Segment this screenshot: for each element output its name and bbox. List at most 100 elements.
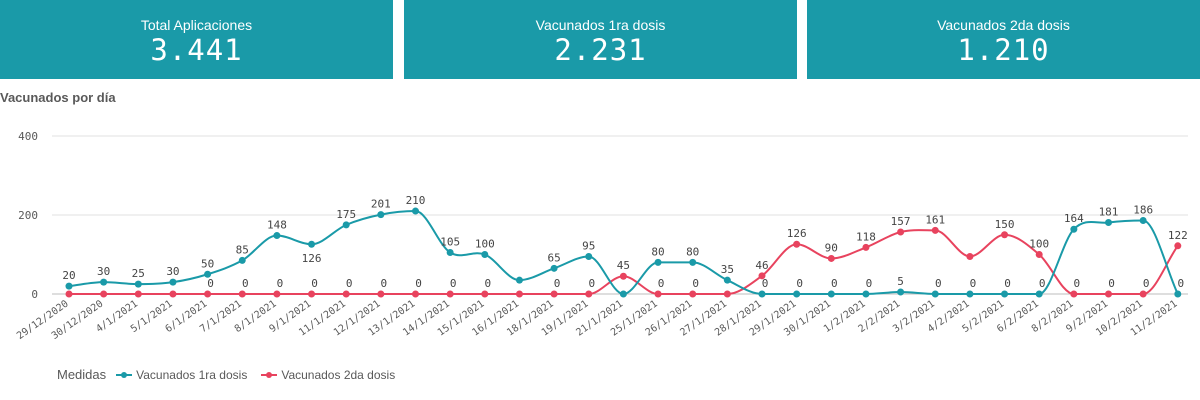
data-point — [204, 270, 212, 278]
data-label: 65 — [547, 251, 560, 264]
data-point — [446, 290, 454, 298]
data-point — [377, 211, 385, 219]
data-point — [966, 290, 974, 298]
data-point — [897, 288, 905, 296]
data-point — [758, 290, 766, 298]
data-point — [1001, 231, 1009, 239]
data-label: 46 — [755, 259, 768, 272]
data-label: 210 — [406, 194, 426, 207]
data-label: 0 — [796, 277, 803, 290]
data-point — [481, 251, 489, 258]
data-point — [308, 240, 316, 248]
legend: Medidas Vacunados 1ra dosis Vacunados 2d… — [57, 367, 409, 382]
data-point — [827, 290, 835, 298]
kpi-card-total: Total Aplicaciones 3.441 — [0, 0, 393, 79]
data-point — [134, 280, 142, 288]
data-point — [1174, 242, 1182, 250]
data-label: 0 — [450, 277, 457, 290]
data-label: 100 — [475, 238, 495, 251]
data-point — [758, 272, 766, 280]
data-point — [515, 276, 523, 284]
data-label: 0 — [207, 277, 214, 290]
data-label: 0 — [1074, 277, 1081, 290]
data-label: 100 — [1029, 238, 1049, 251]
data-label: 0 — [831, 277, 838, 290]
data-label: 126 — [302, 252, 322, 265]
data-label: 122 — [1168, 229, 1188, 242]
data-label: 80 — [651, 245, 664, 258]
y-tick-label: 0 — [31, 288, 38, 301]
data-point — [238, 290, 246, 298]
data-label: 30 — [166, 265, 179, 278]
data-point — [412, 290, 419, 298]
data-point — [1035, 251, 1043, 258]
data-label: 5 — [897, 275, 904, 288]
data-label: 0 — [346, 277, 353, 290]
data-point — [654, 258, 662, 266]
data-label: 0 — [866, 277, 873, 290]
data-point — [723, 276, 731, 284]
data-point — [65, 290, 73, 298]
data-label: 0 — [1143, 277, 1150, 290]
data-label: 0 — [935, 277, 942, 290]
data-point — [585, 252, 593, 260]
data-label: 0 — [658, 277, 665, 290]
data-point — [134, 290, 142, 298]
data-label: 95 — [582, 239, 595, 252]
data-point — [550, 290, 558, 298]
data-label: 0 — [1004, 277, 1011, 290]
data-point — [515, 290, 523, 298]
legend-label: Vacunados 1ra dosis — [136, 367, 248, 382]
data-point — [619, 272, 627, 280]
data-point — [793, 290, 801, 298]
data-label: 164 — [1064, 212, 1084, 225]
data-label: 150 — [995, 218, 1015, 231]
kpi-label: Vacunados 2da dosis — [937, 17, 1070, 33]
y-tick-label: 400 — [18, 130, 38, 143]
kpi-card-first-dose: Vacunados 1ra dosis 2.231 — [404, 0, 797, 79]
data-point — [931, 226, 939, 234]
data-point — [342, 221, 350, 229]
data-label: 201 — [371, 198, 391, 211]
data-point — [931, 290, 939, 298]
y-tick-label: 200 — [18, 209, 38, 222]
data-label: 181 — [1099, 206, 1119, 219]
data-point — [827, 254, 835, 262]
kpi-label: Total Aplicaciones — [140, 17, 253, 33]
data-label: 0 — [970, 277, 977, 290]
data-point — [377, 290, 385, 298]
data-label: 80 — [686, 245, 699, 258]
data-label: 0 — [242, 277, 249, 290]
data-label: 0 — [692, 277, 699, 290]
data-label: 0 — [762, 277, 769, 290]
kpi-card-second-dose: Vacunados 2da dosis 1.210 — [807, 0, 1200, 79]
data-label: 90 — [825, 241, 838, 254]
legend-item-first-dose[interactable]: Vacunados 1ra dosis — [116, 368, 247, 382]
data-label: 35 — [721, 263, 734, 276]
data-point — [481, 290, 489, 298]
legend-item-second-dose[interactable]: Vacunados 2da dosis — [261, 368, 395, 382]
data-label: 157 — [891, 215, 911, 228]
data-label: 118 — [856, 230, 876, 243]
data-point — [169, 290, 177, 298]
data-label: 0 — [277, 277, 284, 290]
data-point — [1139, 217, 1147, 225]
data-label: 30 — [97, 265, 110, 278]
data-point — [1070, 290, 1078, 298]
data-label: 0 — [415, 277, 422, 290]
data-label: 0 — [311, 277, 318, 290]
data-point — [1105, 290, 1112, 298]
data-label: 45 — [617, 259, 630, 272]
data-point — [1070, 225, 1078, 233]
data-point — [1174, 290, 1182, 298]
data-point — [1105, 219, 1112, 227]
data-point — [65, 282, 73, 290]
data-point — [169, 278, 177, 286]
legend-swatch — [116, 371, 133, 379]
chart-title: Vacunados por día — [0, 90, 116, 105]
data-point — [446, 249, 454, 257]
data-label: 85 — [236, 243, 249, 256]
data-label: 0 — [1108, 277, 1115, 290]
kpi-value: 1.210 — [957, 33, 1050, 67]
data-point — [308, 290, 316, 298]
